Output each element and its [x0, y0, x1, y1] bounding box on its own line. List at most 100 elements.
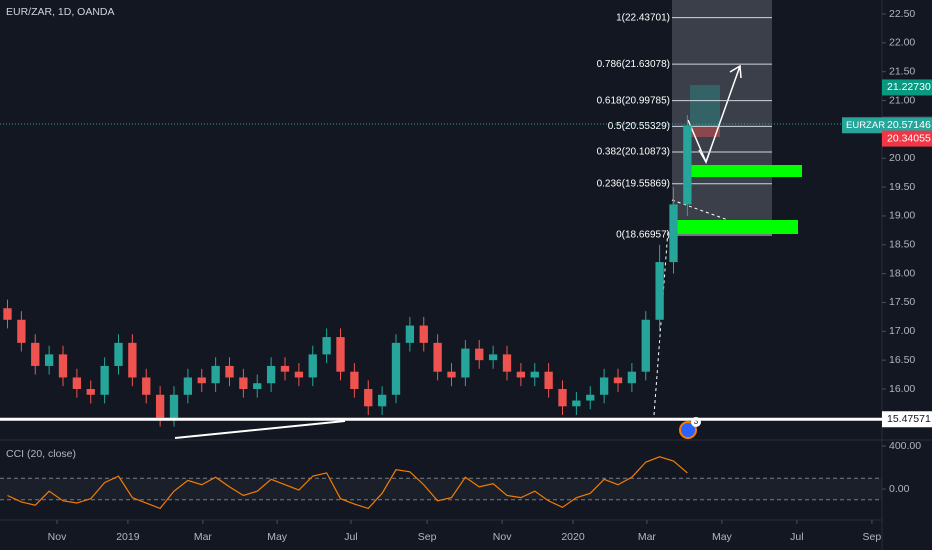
price-badge-label: 20.57146 — [887, 119, 931, 131]
y-tick-label: 16.50 — [889, 354, 915, 366]
price-badge — [882, 117, 932, 134]
alert-count: 3 — [694, 417, 699, 426]
candle-body — [544, 371, 553, 390]
candle-body — [197, 377, 206, 384]
price-badge — [882, 130, 932, 147]
candle-body — [364, 389, 373, 407]
indicator-title: CCI (20, close) — [6, 448, 76, 460]
candle-body — [183, 377, 193, 395]
candle-body — [586, 394, 595, 401]
candle-body — [433, 342, 442, 372]
x-tick-label: Nov — [48, 531, 67, 543]
x-tick-label: May — [712, 531, 733, 543]
x-tick-label: Mar — [638, 531, 657, 543]
candle-body — [86, 389, 95, 395]
candle-body — [641, 319, 650, 372]
support-box — [672, 220, 798, 234]
y-tick-label: 20.00 — [889, 152, 915, 164]
y-tick-label: 22.50 — [889, 8, 915, 20]
dashed-line — [653, 229, 669, 416]
candle-body — [100, 365, 109, 395]
fib-label: 0.5(20.55329) — [608, 121, 670, 132]
x-tick-label: Sep — [418, 531, 437, 543]
candle-body — [419, 325, 428, 343]
alert-icon[interactable] — [679, 421, 697, 439]
support-box — [686, 165, 802, 177]
candle-body — [142, 377, 151, 395]
y-tick-label: 19.00 — [889, 210, 915, 222]
candle-body — [31, 342, 40, 366]
indicator-band — [0, 478, 882, 500]
x-tick-label: Nov — [493, 531, 512, 543]
target-zone — [690, 85, 720, 125]
y-tick-label: 17.00 — [889, 325, 915, 337]
y-tick-label: 17.50 — [889, 296, 915, 308]
candle-body — [280, 365, 290, 372]
price-badge — [882, 79, 932, 96]
x-tick-label: 2020 — [561, 531, 585, 543]
candle-body — [475, 348, 484, 361]
fib-label: 0.236(19.55869) — [597, 178, 670, 189]
candle-body — [308, 354, 317, 378]
y-tick-label: 21.00 — [889, 94, 915, 106]
candle-body — [613, 377, 623, 384]
price-badge-label: 15.47571 — [887, 413, 931, 425]
fib-label: 0.618(20.99785) — [597, 95, 670, 106]
candle-body — [155, 394, 165, 418]
dashed-line — [671, 199, 729, 221]
candle-body — [72, 377, 82, 390]
price-badge-label: 21.22730 — [887, 81, 931, 93]
price-badge-label: 20.34055 — [887, 132, 931, 144]
candle-body — [683, 125, 692, 205]
candle-body — [3, 308, 12, 320]
x-tick-label: Mar — [194, 531, 213, 543]
candle-body — [336, 337, 345, 372]
fib-label: 0.786(21.63078) — [597, 59, 670, 70]
cci-line — [7, 456, 688, 510]
trend-line — [174, 420, 346, 439]
candle-body — [322, 337, 331, 355]
candle-body — [114, 342, 123, 366]
x-tick-label: Sep — [863, 531, 882, 543]
fib-label: 0.382(20.10873) — [597, 147, 670, 158]
candle-body — [488, 354, 498, 361]
candle-body — [461, 348, 470, 378]
candle-body — [294, 371, 304, 378]
candle-body — [447, 371, 456, 378]
y-tick-label: 21.50 — [889, 65, 915, 77]
candle-body — [253, 383, 262, 390]
stop-zone — [690, 125, 720, 137]
candle-body — [58, 354, 68, 378]
candle-body — [655, 262, 664, 320]
candle-body — [169, 394, 179, 418]
arrow-head — [729, 64, 742, 79]
candle-body — [239, 377, 248, 390]
x-tick-label: Jul — [344, 531, 357, 543]
candle-body — [502, 354, 512, 372]
candle-body — [572, 400, 581, 407]
price-badge — [882, 411, 932, 428]
candle-body — [669, 204, 678, 263]
candle-body — [128, 342, 137, 378]
candle-body — [266, 365, 276, 384]
indicator-tick-label: 0.00 — [889, 483, 910, 495]
candle-body — [627, 371, 637, 384]
symbol-badge-label: EURZAR — [846, 120, 885, 131]
candle-body — [211, 365, 220, 384]
candle-body — [44, 354, 54, 366]
y-tick-label: 18.50 — [889, 239, 915, 251]
fib-label: 1(22.43701) — [616, 12, 670, 23]
candle-body — [350, 371, 359, 390]
candle-body — [599, 377, 609, 395]
candle-body — [516, 371, 526, 378]
candle-body — [391, 342, 401, 395]
indicator-tick-label: 400.00 — [889, 440, 921, 452]
x-tick-label: 2019 — [116, 531, 140, 543]
candle-body — [405, 325, 415, 343]
candle-body — [225, 365, 234, 378]
y-tick-label: 19.50 — [889, 181, 915, 193]
fib-label: 0(18.66957) — [616, 230, 670, 241]
symbol-badge — [842, 117, 882, 134]
candle-body — [530, 371, 539, 378]
